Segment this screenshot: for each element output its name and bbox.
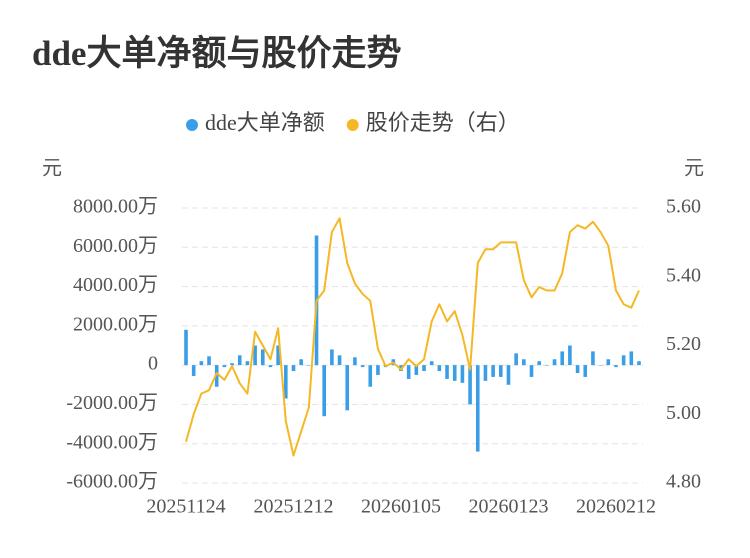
bar [276, 345, 280, 366]
bar [307, 365, 311, 366]
bar [529, 365, 534, 377]
bar [268, 365, 273, 368]
bar [284, 365, 288, 399]
bar [498, 365, 503, 377]
bar [360, 365, 365, 368]
bar [237, 355, 242, 366]
bar [253, 345, 257, 366]
bar [583, 365, 588, 377]
bar [621, 355, 626, 366]
legend-marker [346, 119, 359, 131]
bar [429, 361, 434, 366]
bar [637, 361, 641, 366]
y2-tick-label: 4.80 [666, 471, 701, 493]
chart-title: dde大单净额与股价走势 [32, 34, 401, 73]
y-tick-label: -2000.00万 [66, 392, 158, 414]
bar [537, 361, 541, 366]
bar [575, 365, 580, 373]
y2-tick-label: 5.20 [666, 333, 701, 355]
y-tick-label: 6000.00万 [73, 235, 158, 257]
x-tick-label: 20260123 [468, 496, 548, 518]
bar [445, 365, 449, 379]
y-tick-label: 4000.00万 [73, 274, 158, 296]
bar [330, 349, 334, 366]
bar [199, 361, 204, 366]
bar [207, 356, 211, 366]
bar [368, 365, 373, 387]
bar [522, 359, 526, 366]
bar [629, 351, 634, 366]
bar [353, 357, 357, 366]
legend-label: 股价走势（右） [366, 110, 520, 135]
bar [591, 351, 595, 366]
bar [606, 359, 611, 366]
bar [545, 365, 549, 366]
bar [506, 365, 511, 385]
y2-tick-label: 5.00 [666, 402, 701, 424]
bar [422, 365, 426, 372]
bar [468, 365, 472, 405]
x-tick-label: 20251212 [253, 496, 333, 518]
y-tick-label: -4000.00万 [66, 431, 158, 453]
legend-marker [186, 119, 198, 131]
bar [460, 365, 465, 383]
bar [191, 365, 196, 376]
bar [598, 365, 603, 366]
bar [514, 353, 518, 366]
bar [568, 345, 572, 366]
y2-tick-label: 5.40 [666, 264, 701, 286]
bar [299, 359, 303, 366]
x-tick-label: 20251124 [146, 496, 225, 518]
y-tick-label: 0 [148, 353, 158, 375]
bar [406, 365, 411, 379]
x-tick-label: 20260212 [576, 496, 656, 518]
bar [337, 355, 342, 366]
price-line [185, 217, 640, 457]
bar [560, 351, 565, 366]
y-tick-label: 8000.00万 [73, 196, 158, 218]
y2-axis-label: 元 [684, 158, 704, 180]
bar [452, 365, 457, 381]
bar [230, 363, 234, 366]
x-tick-label: 20260105 [361, 496, 441, 518]
bar [245, 361, 250, 366]
bar [483, 365, 488, 381]
y-tick-label: -6000.00万 [66, 471, 158, 493]
bar [345, 365, 350, 411]
y-tick-label: 2000.00万 [73, 313, 158, 335]
bar [552, 359, 557, 366]
bar [214, 365, 219, 387]
bar [414, 365, 419, 375]
bar [491, 365, 495, 377]
bar [376, 365, 380, 375]
bar [437, 365, 442, 372]
bar [475, 365, 480, 452]
bar [260, 349, 265, 366]
bar [222, 365, 227, 368]
bar [322, 365, 327, 417]
legend-label: dde大单净额 [205, 110, 325, 135]
bar [291, 365, 296, 372]
bar [614, 365, 618, 368]
y2-tick-label: 5.60 [666, 196, 701, 218]
bar [184, 329, 188, 366]
y-axis-label: 元 [42, 158, 62, 180]
